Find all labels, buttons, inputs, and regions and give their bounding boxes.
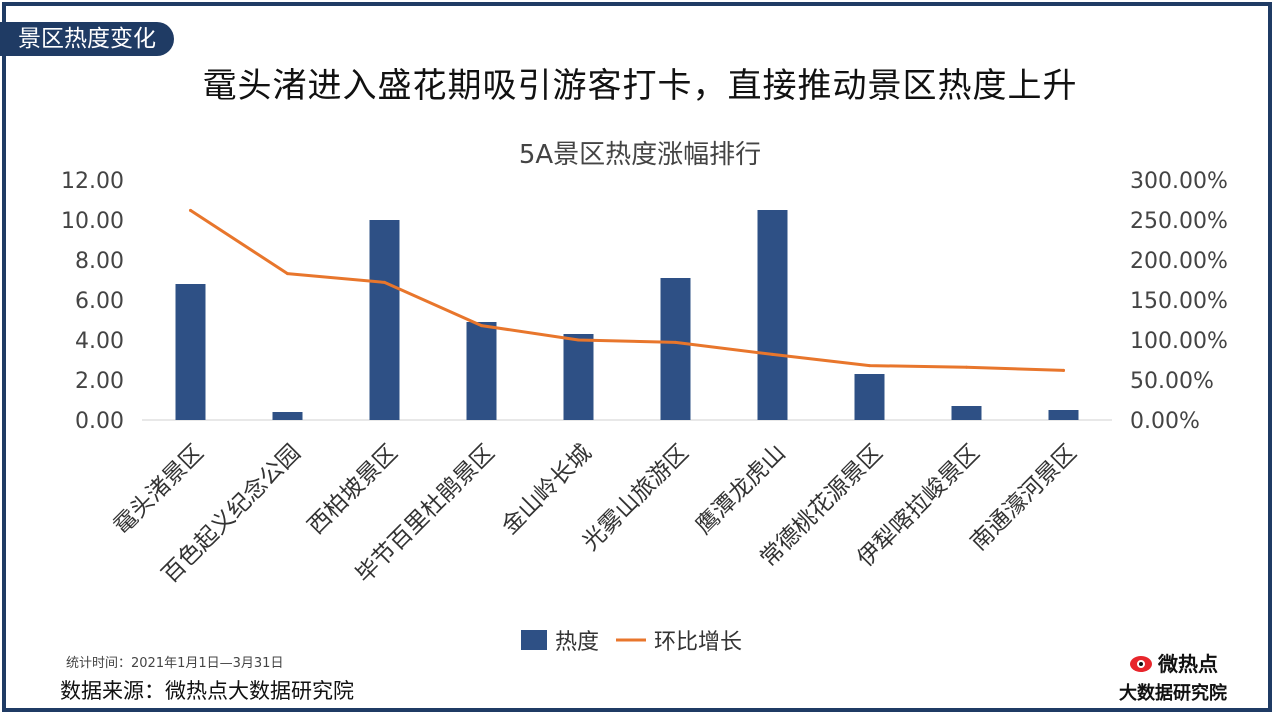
line-point — [189, 208, 192, 212]
line-point — [674, 340, 677, 344]
brand-logo: 微热点 大数据研究院 — [1108, 648, 1238, 705]
bar — [1048, 410, 1079, 420]
bar — [563, 334, 594, 420]
legend-label-line: 环比增长 — [654, 630, 742, 655]
y-right-tick-label: 250.00% — [1130, 209, 1228, 234]
x-tick-label: 金山岭长城 — [497, 440, 597, 540]
brand-eye-icon — [1130, 655, 1152, 672]
brand-logo-text: 微热点 — [1158, 652, 1218, 676]
y-left-tick-label: 10.00 — [61, 209, 124, 234]
brand-name: 大数据研究院 — [1119, 683, 1227, 704]
line-point — [1062, 368, 1065, 372]
y-right-tick-label: 150.00% — [1130, 289, 1228, 314]
line-point — [771, 352, 774, 356]
line-point — [965, 365, 968, 369]
y-left-tick-label: 4.00 — [75, 329, 124, 354]
legend-label-bar: 热度 — [555, 630, 599, 655]
y-left-tick-label: 2.00 — [75, 369, 124, 394]
y-left-tick-label: 8.00 — [75, 249, 124, 274]
line-series — [189, 208, 1065, 372]
x-tick-label: 西柏坡景区 — [303, 440, 403, 540]
bar — [854, 374, 885, 420]
page-title: 鼋头渚进入盛花期吸引游客打卡，直接推动景区热度上升 — [202, 66, 1078, 106]
bar — [369, 220, 400, 420]
y-right-tick-label: 50.00% — [1130, 369, 1214, 394]
bar — [951, 406, 982, 420]
line-point — [577, 338, 580, 342]
line-point — [868, 364, 871, 368]
bar — [757, 210, 788, 420]
chart-title: 5A景区热度涨幅排行 — [519, 140, 761, 170]
line-point — [480, 324, 483, 328]
x-tick-label: 鹰潭龙虎山 — [691, 440, 791, 540]
section-tag: 景区热度变化 — [0, 22, 174, 56]
slide-frame — [2, 2, 1272, 712]
legend-swatch-bar — [521, 630, 547, 650]
y-left-tick-label: 6.00 — [75, 289, 124, 314]
bar — [660, 278, 691, 420]
bar — [175, 284, 206, 420]
y-left-tick-label: 0.00 — [75, 409, 124, 434]
bar — [272, 412, 303, 420]
y-left-tick-label: 12.00 — [61, 169, 124, 194]
y-right-tick-label: 300.00% — [1130, 169, 1228, 194]
line-point — [286, 272, 289, 276]
data-source: 数据来源：微热点大数据研究院 — [60, 679, 354, 703]
stat-period-note: 统计时间：2021年1月1日—3月31日 — [66, 656, 284, 671]
bar — [466, 322, 497, 420]
x-tick-label: 鼋头渚景区 — [109, 440, 209, 540]
line-point — [383, 280, 386, 284]
y-right-tick-label: 200.00% — [1130, 249, 1228, 274]
y-right-tick-label: 100.00% — [1130, 329, 1228, 354]
y-right-tick-label: 0.00% — [1130, 409, 1200, 434]
